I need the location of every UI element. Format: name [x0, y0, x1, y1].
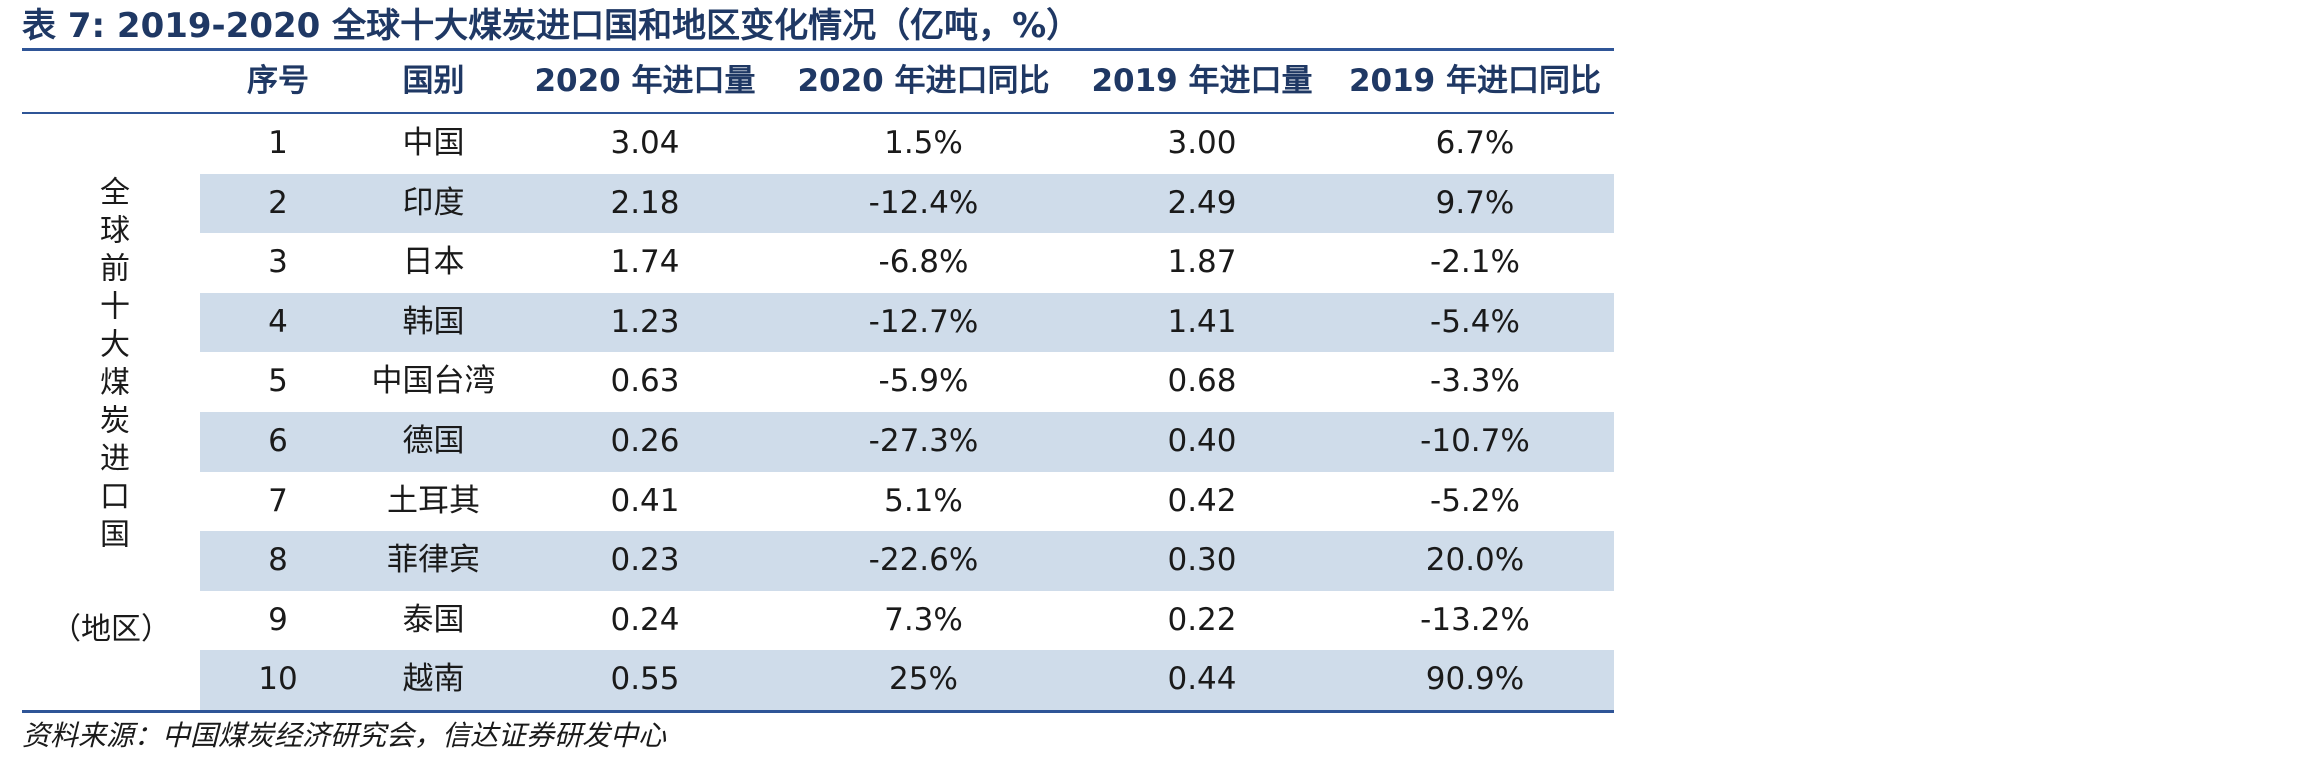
bottom-rule [22, 710, 1614, 713]
cell-seq: 10 [258, 661, 298, 698]
cell-import-2020: 2.18 [610, 184, 680, 221]
cell-yoy-2020: 1.5% [884, 125, 963, 161]
table-row: 8 菲律宾 0.23 -22.6% 0.30 20.0% [200, 531, 1614, 591]
cell-seq: 5 [268, 363, 288, 400]
cell-seq: 1 [268, 125, 288, 161]
table-row: 3 日本 1.74 -6.8% 1.87 -2.1% [200, 233, 1614, 293]
cell-import-2020: 1.23 [610, 303, 680, 340]
table-row: 5 中国台湾 0.63 -5.9% 0.68 -3.3% [200, 352, 1614, 412]
cell-country: 印度 [402, 184, 465, 221]
cell-import-2020: 0.26 [610, 423, 680, 459]
cell-import-2019: 0.42 [1167, 482, 1237, 519]
cell-country: 越南 [402, 661, 465, 698]
table-row: 4 韩国 1.23 -12.7% 1.41 -5.4% [200, 292, 1614, 353]
cell-country: 中国台湾 [371, 363, 496, 400]
cell-yoy-2019: -5.4% [1430, 303, 1520, 340]
cell-yoy-2020: -12.4% [868, 184, 979, 221]
cell-import-2020: 0.41 [610, 482, 680, 519]
cell-seq: 4 [268, 303, 288, 340]
cell-import-2020: 3.04 [610, 125, 680, 161]
row-group-label-tail: （地区） [51, 612, 171, 647]
cell-import-2020: 0.24 [610, 601, 680, 638]
table-body: 1 中国 3.04 1.5% 3.00 6.7% 2 印度 2.18 -12.4% 2.49 9.7%… [200, 114, 1614, 710]
cell-yoy-2019: -13.2% [1420, 601, 1530, 638]
header-rule [22, 112, 1614, 114]
cell-seq: 7 [268, 482, 288, 519]
header-yoy-2020: 2020 年进口同比 [797, 63, 1050, 99]
cell-import-2020: 1.74 [610, 244, 680, 281]
header-yoy-2019: 2019 年进口同比 [1348, 63, 1602, 99]
cell-import-2019: 3.00 [1167, 125, 1237, 161]
table-row: 2 印度 2.18 -12.4% 2.49 9.7% [200, 173, 1614, 234]
cell-yoy-2019: -2.1% [1430, 244, 1520, 281]
cell-import-2019: 1.41 [1167, 303, 1237, 340]
cell-import-2019: 0.44 [1167, 661, 1237, 698]
cell-import-2020: 0.63 [610, 363, 680, 400]
cell-yoy-2020: 5.1% [884, 482, 963, 519]
cell-yoy-2019: 90.9% [1425, 661, 1525, 698]
cell-country: 日本 [402, 244, 465, 281]
row-group-label: 全球前十大煤炭进口国 （地区） [22, 114, 200, 710]
table-row: 1 中国 3.04 1.5% 3.00 6.7% [200, 114, 1614, 174]
cell-seq: 8 [268, 542, 288, 579]
header-country: 国别 [402, 63, 465, 99]
cell-import-2019: 0.22 [1167, 601, 1237, 638]
table-row: 10 越南 0.55 25% 0.44 90.9% [200, 650, 1614, 710]
cell-import-2020: 0.55 [610, 661, 680, 698]
cell-import-2019: 0.40 [1167, 423, 1237, 459]
cell-country: 菲律宾 [387, 542, 480, 579]
cell-yoy-2020: -12.7% [868, 303, 979, 340]
cell-seq: 9 [268, 601, 288, 638]
cell-yoy-2020: -6.8% [878, 244, 969, 281]
cell-yoy-2019: -3.3% [1430, 363, 1520, 400]
cell-import-2019: 2.49 [1167, 184, 1237, 221]
cell-seq: 3 [268, 244, 288, 281]
source-note: 资料来源：中国煤炭经济研究会，信达证券研发中心 [22, 719, 667, 752]
cell-yoy-2020: -5.9% [878, 363, 969, 400]
cell-import-2019: 1.87 [1167, 244, 1237, 281]
cell-seq: 6 [268, 423, 288, 459]
cell-yoy-2020: -27.3% [868, 423, 979, 459]
header-seq: 序号 [247, 63, 309, 99]
cell-yoy-2019: 6.7% [1435, 125, 1515, 161]
cell-yoy-2020: 25% [889, 661, 958, 698]
cell-country: 德国 [402, 423, 465, 459]
cell-import-2020: 0.23 [610, 542, 680, 579]
cell-country: 韩国 [402, 303, 465, 340]
top-rule [22, 48, 1614, 51]
table-title: 表 7: 2019-2020 全球十大煤炭进口国和地区变化情况（亿吨，%） [22, 6, 1081, 46]
cell-import-2019: 0.68 [1167, 363, 1237, 400]
row-group-label-text: 全球前十大煤炭进口国 [94, 176, 129, 556]
table-header: 序号 国别 2020 年进口量 2020 年进口同比 2019 年进口量 201… [22, 51, 1614, 112]
cell-seq: 2 [268, 184, 288, 221]
cell-country: 土耳其 [387, 482, 480, 519]
cell-country: 中国 [402, 125, 465, 161]
header-import-2020: 2020 年进口量 [534, 63, 756, 99]
cell-country: 泰国 [402, 601, 465, 638]
table-row: 7 土耳其 0.41 5.1% 0.42 -5.2% [200, 472, 1614, 532]
cell-yoy-2020: -22.6% [868, 542, 979, 579]
cell-yoy-2019: -10.7% [1420, 423, 1530, 459]
table-row: 6 德国 0.26 -27.3% 0.40 -10.7% [200, 412, 1614, 472]
header-import-2019: 2019 年进口量 [1091, 63, 1313, 99]
cell-yoy-2019: 9.7% [1435, 184, 1515, 221]
cell-yoy-2020: 7.3% [884, 601, 963, 638]
cell-import-2019: 0.30 [1167, 542, 1237, 579]
table-row: 9 泰国 0.24 7.3% 0.22 -13.2% [200, 591, 1614, 651]
cell-yoy-2019: 20.0% [1425, 542, 1525, 579]
cell-yoy-2019: -5.2% [1430, 482, 1520, 519]
